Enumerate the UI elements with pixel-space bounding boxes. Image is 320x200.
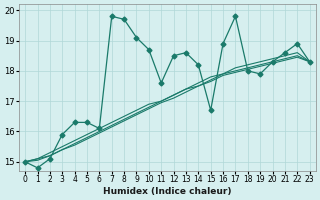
X-axis label: Humidex (Indice chaleur): Humidex (Indice chaleur) (103, 187, 232, 196)
